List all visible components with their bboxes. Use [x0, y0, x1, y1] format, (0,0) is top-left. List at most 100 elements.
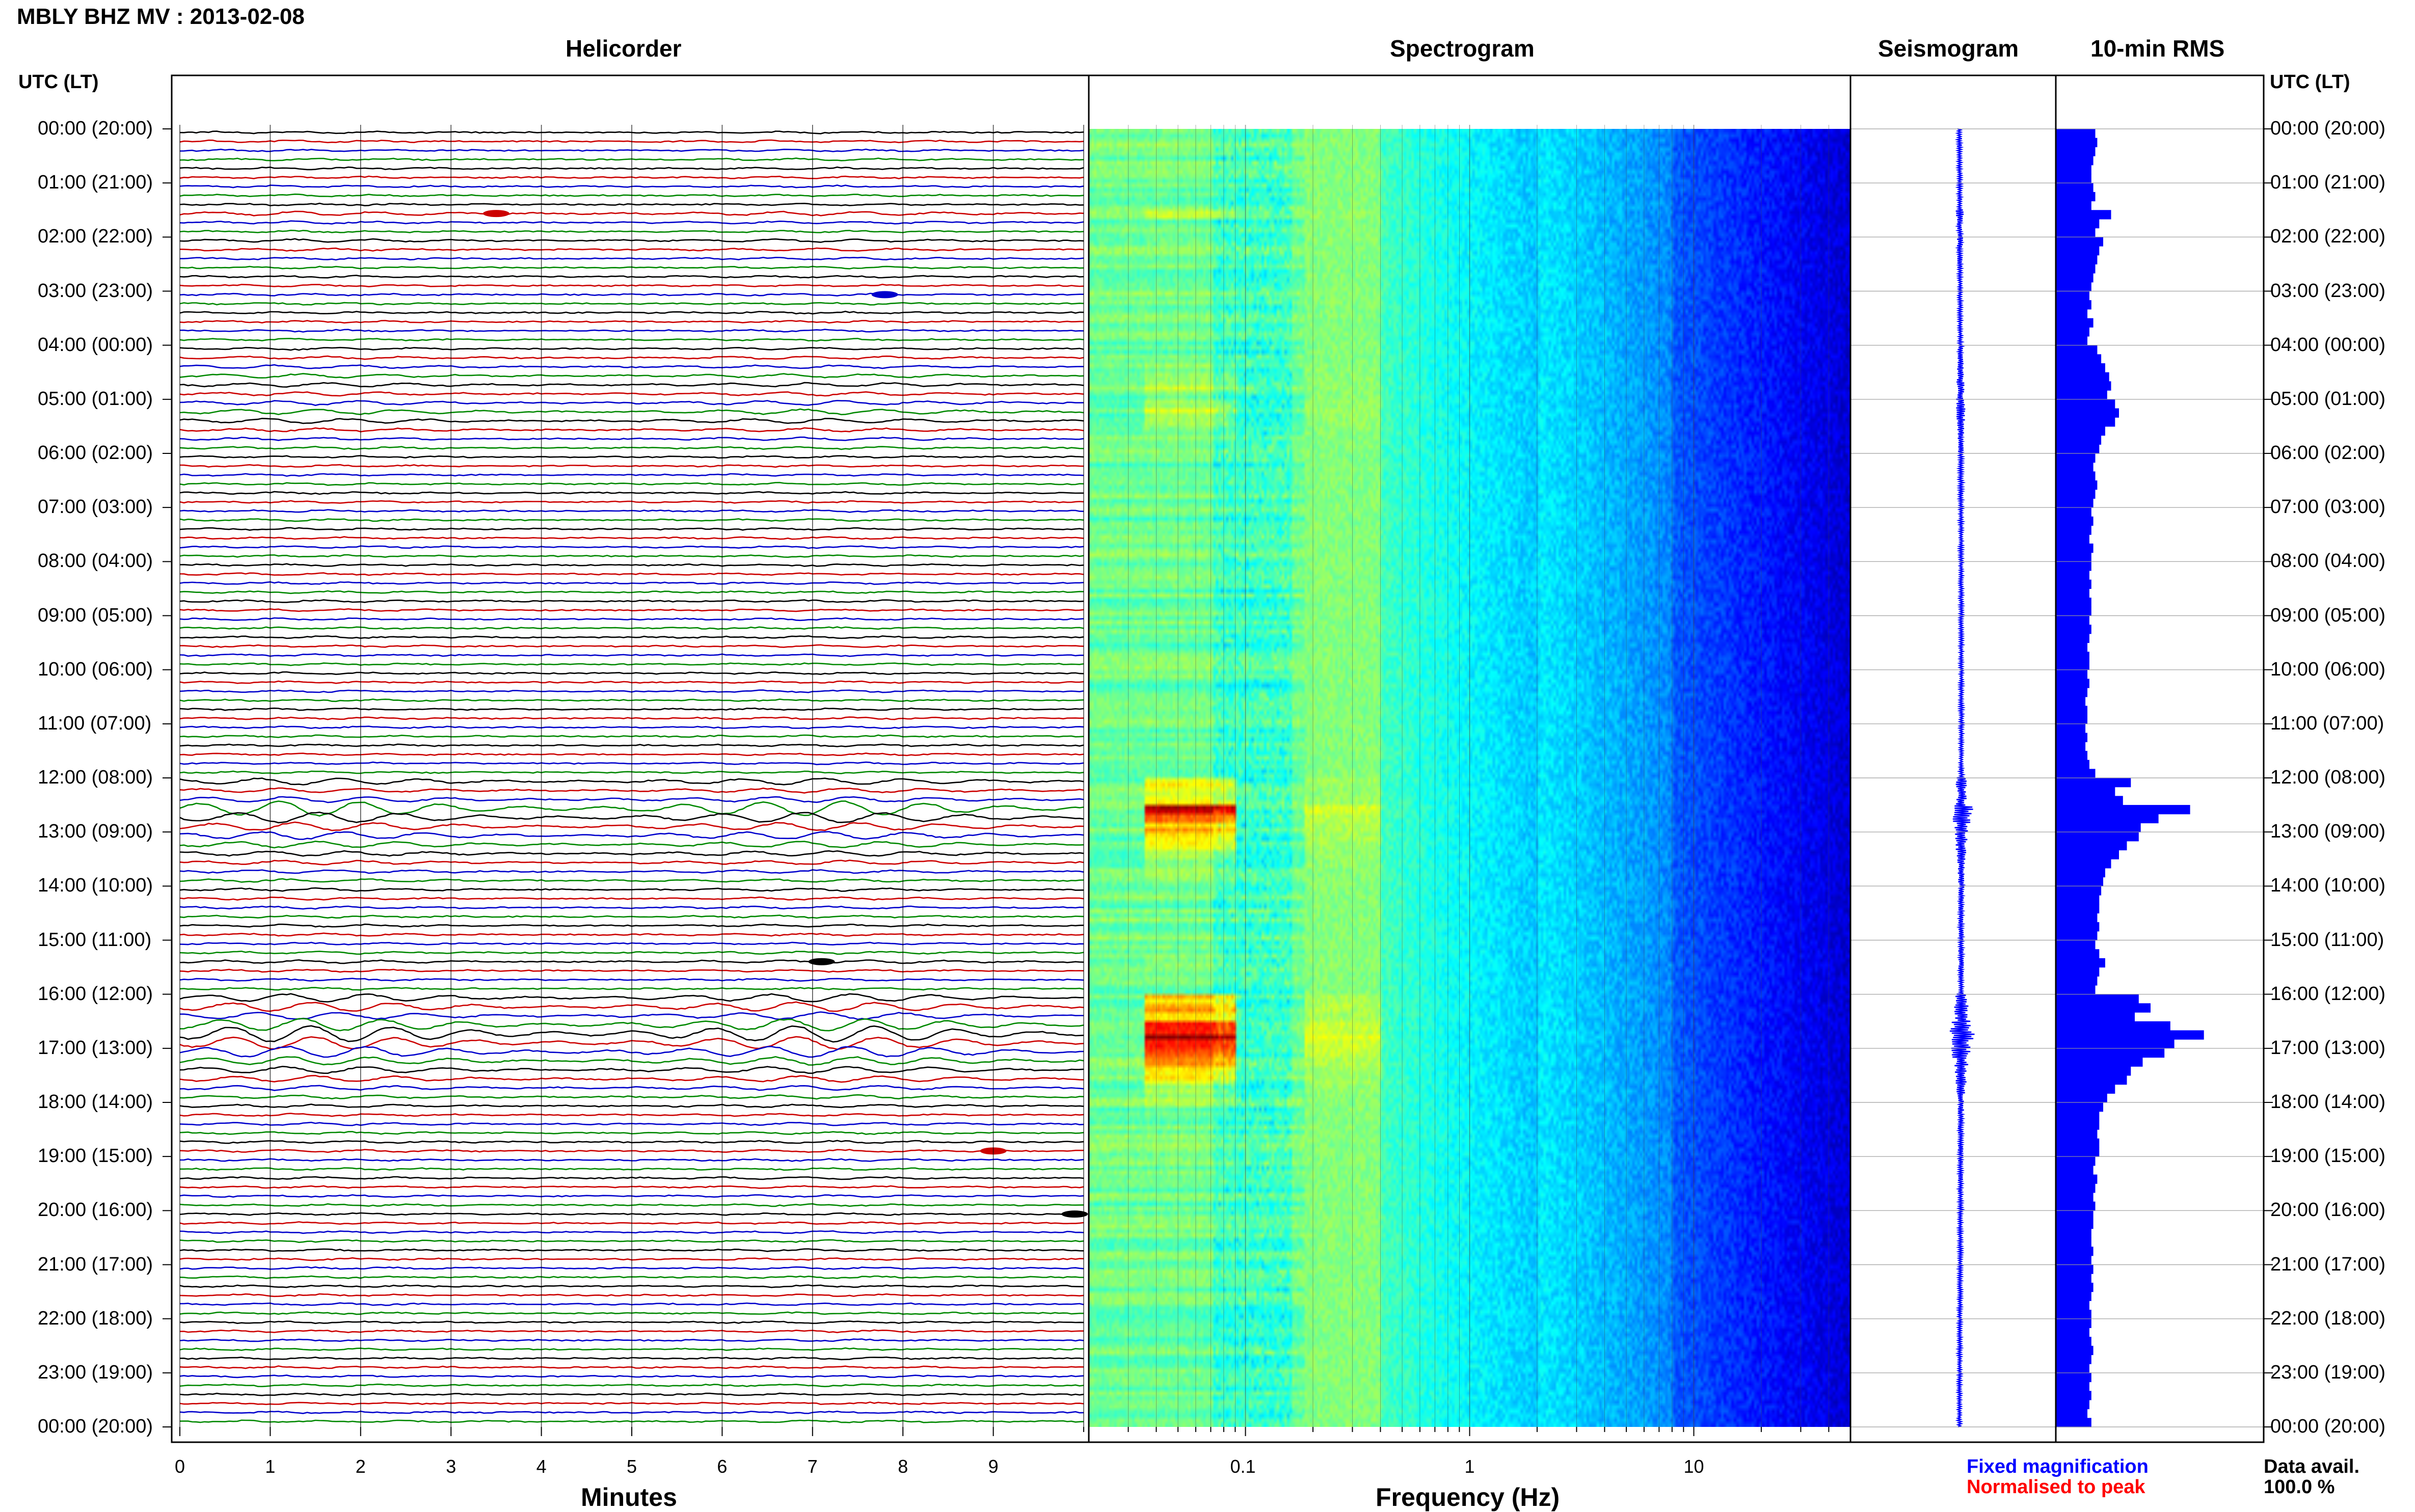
rms-bar — [2056, 264, 2096, 274]
time-label-right: 07:00 (03:00) — [2270, 496, 2386, 518]
rms-bar — [2056, 588, 2089, 598]
rms-bar — [2056, 615, 2089, 625]
rms-title: 10-min RMS — [2090, 35, 2225, 62]
rms-bar — [2056, 1048, 2165, 1058]
rms-bar — [2056, 1247, 2094, 1256]
rms-bar — [2056, 1309, 2091, 1319]
time-label-right: 19:00 (15:00) — [2270, 1145, 2386, 1167]
time-label-right: 13:00 (09:00) — [2270, 821, 2386, 843]
rms-bar — [2056, 579, 2091, 589]
time-label-right: 17:00 (13:00) — [2270, 1037, 2386, 1059]
rms-bar — [2056, 1228, 2091, 1238]
rms-bar — [2056, 841, 2127, 851]
rms-bar — [2056, 1210, 2094, 1220]
seismogram-frame — [1849, 74, 2057, 1443]
data-avail-label: Data avail. — [2264, 1456, 2359, 1477]
rms-bar — [2056, 444, 2100, 454]
time-label-left: 01:00 (21:00) — [38, 172, 153, 194]
rms-bar — [2056, 372, 2109, 382]
rms-bar — [2056, 300, 2091, 310]
rms-bar — [2056, 129, 2096, 139]
rms-bar — [2056, 174, 2091, 183]
rms-bar — [2056, 237, 2103, 247]
legend-normalised-to-peak: Normalised to peak — [1967, 1476, 2145, 1498]
rms-bar — [2056, 1274, 2091, 1283]
rms-bar — [2056, 1337, 2091, 1346]
rms-bar — [2056, 201, 2091, 210]
rms-bar — [2056, 823, 2141, 832]
station-title: MBLY BHZ MV : 2013-02-08 — [17, 4, 305, 29]
time-label-left: 23:00 (19:00) — [38, 1361, 153, 1383]
rms-bar — [2056, 1156, 2096, 1166]
time-label-right: 20:00 (16:00) — [2270, 1199, 2386, 1221]
rms-bar — [2056, 660, 2089, 670]
rms-bar — [2056, 1264, 2094, 1274]
helicorder-title: Helicorder — [566, 35, 682, 62]
helicorder-x-tick-label: 7 — [807, 1456, 818, 1477]
rms-bar — [2056, 1174, 2098, 1184]
rms-bar — [2056, 1255, 2091, 1265]
time-label-right: 00:00 (20:00) — [2270, 118, 2386, 139]
rms-bar — [2056, 1418, 2091, 1427]
time-label-right: 04:00 (00:00) — [2270, 334, 2386, 356]
rms-bar — [2056, 327, 2089, 337]
rms-frame — [2055, 74, 2265, 1443]
time-label-left: 16:00 (12:00) — [38, 983, 153, 1005]
rms-bar — [2056, 507, 2091, 517]
rms-bar — [2056, 1291, 2091, 1301]
time-label-right: 10:00 (06:00) — [2270, 658, 2386, 680]
rms-bar — [2056, 895, 2100, 905]
time-label-right: 22:00 (18:00) — [2270, 1307, 2386, 1329]
time-label-right: 15:00 (11:00) — [2270, 929, 2384, 951]
rms-bar — [2056, 1192, 2094, 1202]
rms-bar — [2056, 985, 2096, 995]
rms-bar — [2056, 138, 2098, 147]
rms-bar — [2056, 246, 2100, 256]
time-label-right: 12:00 (08:00) — [2270, 767, 2386, 788]
rms-bar — [2056, 750, 2087, 761]
rms-bar — [2056, 733, 2087, 742]
rms-bar — [2056, 958, 2105, 968]
rms-bar — [2056, 1220, 2094, 1229]
time-label-left: 13:00 (09:00) — [38, 821, 153, 843]
rms-bar — [2056, 769, 2096, 778]
rms-bar — [2056, 1039, 2175, 1049]
time-label-right: 03:00 (23:00) — [2270, 280, 2386, 302]
time-label-left: 17:00 (13:00) — [38, 1037, 153, 1059]
rms-bar — [2056, 1318, 2091, 1328]
rms-bar — [2056, 318, 2094, 328]
time-label-left: 22:00 (18:00) — [38, 1307, 153, 1329]
spectrogram-title: Spectrogram — [1390, 35, 1535, 62]
rms-bar — [2056, 1391, 2091, 1400]
rms-bar — [2056, 742, 2086, 751]
rms-bar — [2056, 1093, 2107, 1103]
rms-bar — [2056, 183, 2094, 193]
rms-bar — [2056, 1201, 2096, 1211]
time-label-left: 06:00 (02:00) — [38, 442, 153, 464]
time-label-left: 00:00 (20:00) — [38, 1416, 153, 1437]
rms-bar — [2056, 498, 2094, 508]
rms-bar — [2056, 696, 2086, 707]
rms-bar — [2056, 363, 2105, 373]
rms-bar — [2056, 669, 2087, 679]
rms-bar — [2056, 381, 2111, 391]
rms-bar — [2056, 552, 2091, 562]
rms-bar — [2056, 706, 2087, 715]
rms-bar — [2056, 408, 2119, 418]
time-label-left: 11:00 (07:00) — [38, 712, 152, 734]
rms-bar — [2056, 1328, 2089, 1337]
rms-bar — [2056, 850, 2119, 859]
time-label-left: 14:00 (10:00) — [38, 875, 153, 897]
rms-bar — [2056, 273, 2094, 283]
rms-bar — [2056, 165, 2091, 175]
rms-bar — [2056, 1057, 2143, 1067]
rms-bar — [2056, 1066, 2131, 1076]
rms-bar — [2056, 309, 2087, 319]
rms-bar — [2056, 606, 2091, 616]
rms-bar — [2056, 291, 2089, 301]
legend-fixed-magnification: Fixed magnification — [1967, 1456, 2149, 1477]
rms-bar — [2056, 949, 2100, 959]
time-label-right: 01:00 (21:00) — [2270, 172, 2386, 194]
time-label-right: 11:00 (07:00) — [2270, 712, 2384, 734]
rms-bar — [2056, 1075, 2127, 1085]
